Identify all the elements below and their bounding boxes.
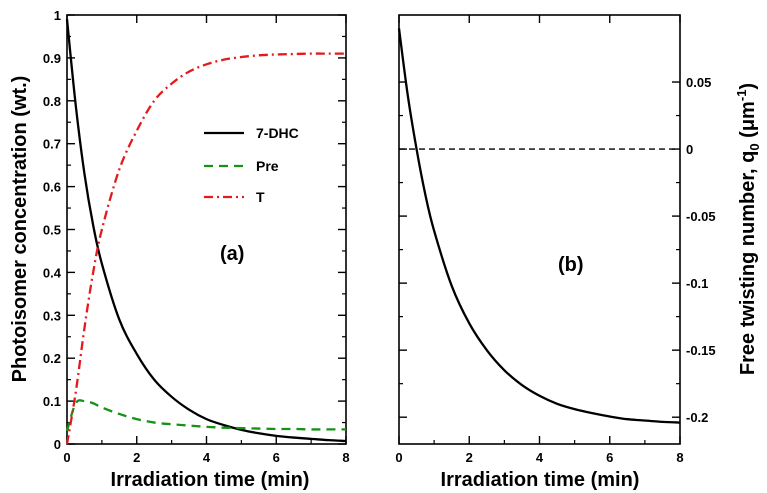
y-tick-label: 0.1 (43, 394, 61, 409)
y-tick-label: 0.05 (686, 75, 711, 90)
y-tick-label: 0 (686, 142, 693, 157)
x-tick-label: 6 (606, 450, 613, 465)
x-tick-label: 4 (536, 450, 544, 465)
y-tick-label: 0.5 (43, 223, 61, 238)
panel-b-y-axis-label: Free twisting number, q0 (μm-1) (734, 83, 762, 375)
y-tick-label: 1 (54, 8, 61, 23)
panel-a-label: (a) (220, 243, 244, 265)
y-tick-label: 0.8 (43, 94, 61, 109)
y-tick-label: -0.05 (686, 209, 716, 224)
y-tick-label: -0.15 (686, 343, 716, 358)
panel-a-y-axis-label: Photoisomer concentration (wt.) (9, 76, 31, 383)
x-tick-label: 0 (395, 450, 402, 465)
x-tick-label: 8 (676, 450, 683, 465)
panel-b-label: (b) (558, 254, 584, 276)
y-tick-label: 0.6 (43, 180, 61, 195)
panel-a-series (65, 19, 347, 445)
x-tick-label: 2 (133, 450, 140, 465)
legend-7dhc-label: 7-DHC (256, 125, 299, 141)
y-tick-label: 0.4 (43, 265, 62, 280)
x-tick-label: 4 (203, 450, 211, 465)
panel-b-x-axis-label: Irradiation time (min) (441, 469, 640, 491)
panel-b-chart: 0 2 4 6 8 0.05 0 -0.05 -0.1 -0.15 -0.2 (b) Irradia… (395, 14, 762, 491)
series-line-pre (65, 399, 346, 432)
panel-b-y-axis-label-main: Free twisting number, q (737, 151, 759, 375)
series-line-q0 (397, 28, 681, 424)
y-tick-label: 0 (54, 437, 61, 452)
panel-a-plot-frame (66, 14, 347, 445)
panel-b-y-axis-label-exponent: -1 (734, 90, 749, 102)
y-tick-label: -0.1 (686, 276, 708, 291)
x-tick-label: 6 (273, 450, 280, 465)
legend-pre-label: Pre (256, 158, 279, 174)
panel-b-series (397, 28, 681, 424)
panel-a-ticks: 0 2 4 6 8 0 0.1 0.2 0.3 0.4 0.5 0.6 0.7 0.8 0.9 1 (43, 8, 350, 465)
y-tick-label: 0.3 (43, 308, 61, 323)
x-tick-label: 0 (63, 450, 70, 465)
x-tick-label: 2 (466, 450, 473, 465)
panel-a-legend: 7-DHC Pre T (204, 125, 299, 205)
series-line-t (65, 52, 346, 445)
panel-b-y-axis-label-subscript: 0 (747, 143, 762, 150)
y-tick-label: -0.2 (686, 410, 708, 425)
panel-a-x-axis-label: Irradiation time (min) (111, 469, 310, 491)
panel-b-ticks: 0 2 4 6 8 0.05 0 -0.05 -0.1 -0.15 -0.2 (395, 15, 716, 465)
y-tick-label: 0.9 (43, 51, 61, 66)
legend-t-label: T (256, 189, 265, 205)
panel-b-y-axis-label-close: ) (737, 83, 759, 90)
y-tick-label: 0.2 (43, 351, 61, 366)
x-tick-label: 8 (342, 450, 349, 465)
panel-a-chart: 0 2 4 6 8 0 0.1 0.2 0.3 0.4 0.5 0.6 0.7 0.8 0.9 1 7-DHC… (9, 8, 350, 491)
panel-b-plot-frame (398, 14, 681, 445)
series-line-7-dhc (65, 19, 347, 443)
panel-b-y-axis-label-unit: (μm (737, 101, 759, 143)
y-tick-label: 0.7 (43, 137, 61, 152)
